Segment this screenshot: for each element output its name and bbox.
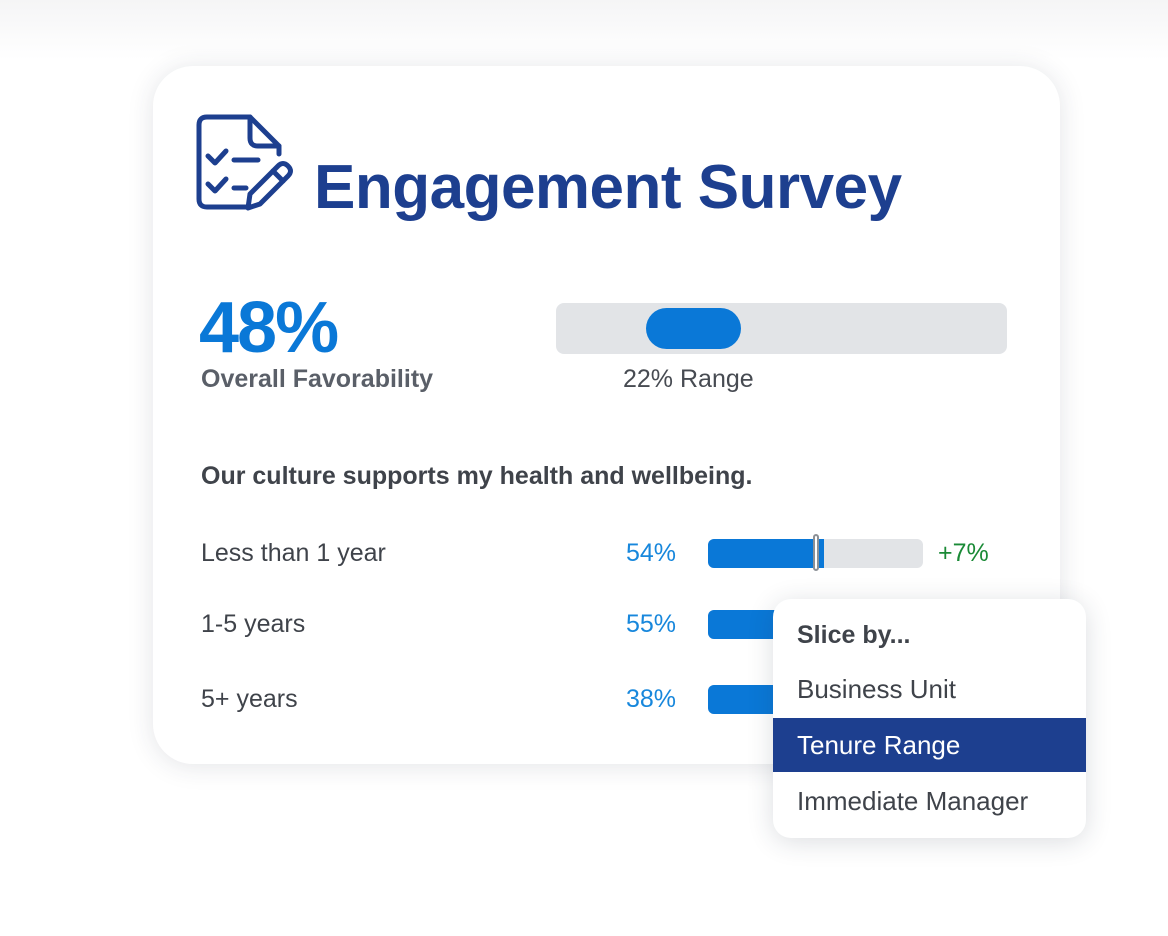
tenure-row-percent: 55% — [625, 610, 676, 638]
tenure-row-delta: +7% — [938, 539, 989, 567]
overall-favorability-value: 48% — [199, 288, 339, 368]
benchmark-marker — [812, 534, 819, 571]
dropdown-option-tenure-range[interactable]: Tenure Range — [773, 718, 1086, 772]
tenure-row-bar-fill — [708, 539, 825, 568]
overall-favorability-label: Overall Favorability — [201, 365, 434, 393]
slice-by-dropdown: Slice by... Business Unit Tenure Range I… — [773, 599, 1086, 838]
tenure-row-label: 1-5 years — [201, 610, 306, 638]
tenure-row-percent: 38% — [625, 685, 676, 713]
favorability-range-indicator — [646, 308, 741, 349]
page-title: Engagement Survey — [314, 153, 902, 222]
survey-question: Our culture supports my health and wellb… — [201, 462, 753, 490]
tenure-row-label: 5+ years — [201, 685, 298, 713]
favorability-range-track — [556, 303, 1007, 354]
dropdown-option-business-unit[interactable]: Business Unit — [797, 674, 956, 704]
tenure-row-percent: 54% — [625, 539, 676, 567]
favorability-range-label: 22% Range — [623, 365, 754, 393]
dropdown-option-immediate-manager[interactable]: Immediate Manager — [797, 786, 1029, 816]
dropdown-header: Slice by... — [797, 621, 911, 649]
tenure-row-bar — [708, 534, 923, 571]
survey-checklist-icon — [196, 114, 293, 211]
tenure-row-label: Less than 1 year — [201, 539, 386, 567]
